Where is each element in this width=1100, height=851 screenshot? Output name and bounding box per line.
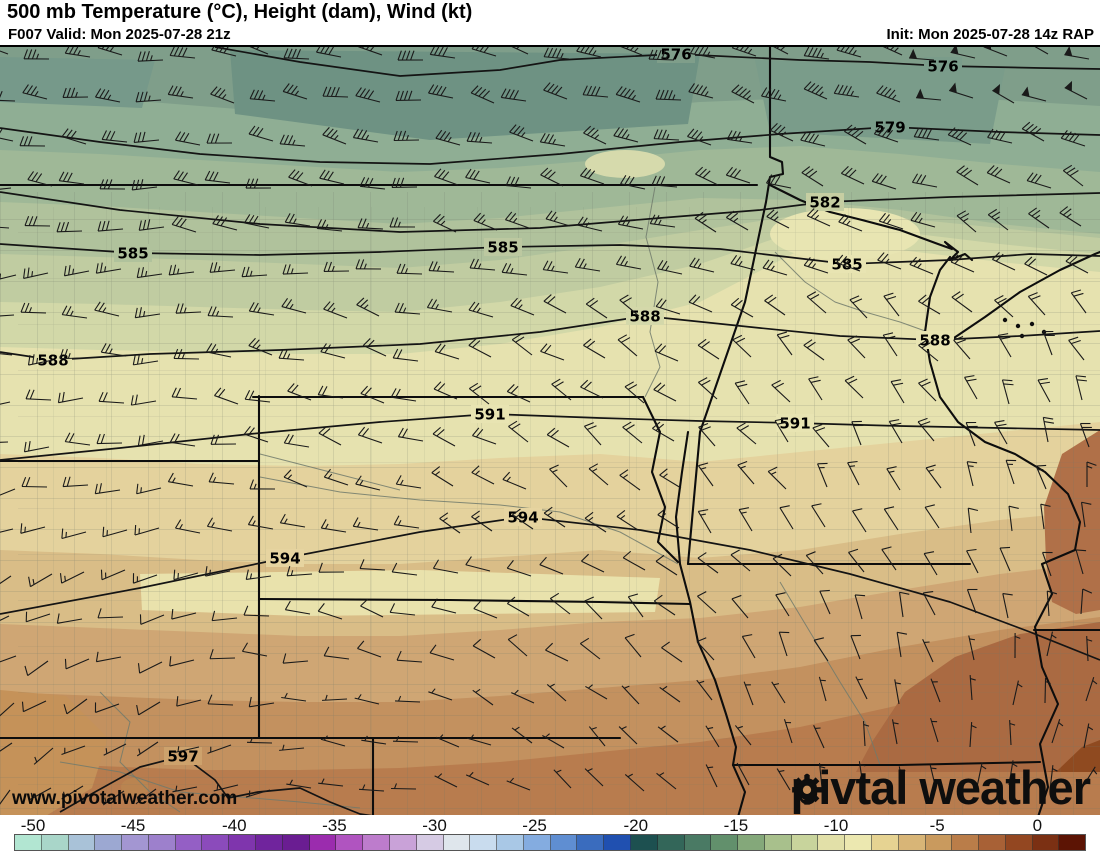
contour-label: 588: [629, 308, 660, 326]
pivotal-weather-logo: piv tal weather: [791, 764, 1090, 811]
colorbar-tick-label: -30: [422, 816, 447, 836]
temp-fill-patch: [0, 57, 155, 108]
colorbar-cells: [14, 834, 1086, 851]
chart-header: 500 mb Temperature (°C), Height (dam), W…: [0, 0, 1100, 45]
colorbar-cell: [283, 835, 310, 850]
temp-fill-patch: [585, 150, 665, 178]
colorbar-cell: [1006, 835, 1033, 850]
colorbar-cell: [122, 835, 149, 850]
lake-island: [1003, 318, 1007, 322]
colorbar-cell: [899, 835, 926, 850]
contour-label: 576: [660, 47, 691, 64]
valid-time-label: F007 Valid: Mon 2025-07-28 21z: [8, 26, 231, 43]
contour-label: 591: [779, 415, 810, 433]
colorbar-cell: [872, 835, 899, 850]
colorbar-cell: [711, 835, 738, 850]
logo-text-right: tal weather: [855, 764, 1090, 811]
colorbar-cell: [42, 835, 69, 850]
colorbar-cell: [926, 835, 953, 850]
gear-icon: [789, 770, 825, 806]
colorbar-cell: [15, 835, 42, 850]
colorbar-cell: [952, 835, 979, 850]
colorbar-cell: [149, 835, 176, 850]
colorbar-cell: [604, 835, 631, 850]
colorbar-cell: [444, 835, 471, 850]
colorbar-tick-label: -15: [724, 816, 749, 836]
colorbar-cell: [229, 835, 256, 850]
colorbar-cell: [336, 835, 363, 850]
colorbar-tick-label: -25: [522, 816, 547, 836]
colorbar-tick-label: -20: [624, 816, 649, 836]
colorbar-cell: [658, 835, 685, 850]
colorbar-cell: [390, 835, 417, 850]
colorbar-tick-label: -35: [322, 816, 347, 836]
colorbar-cell: [1033, 835, 1060, 850]
colorbar-tick-label: -40: [222, 816, 247, 836]
colorbar-cell: [577, 835, 604, 850]
website-watermark: www.pivotalweather.com: [12, 788, 237, 810]
chart-title: 500 mb Temperature (°C), Height (dam), W…: [7, 1, 472, 24]
colorbar-cell: [417, 835, 444, 850]
init-time-label: Init: Mon 2025-07-28 14z RAP: [886, 26, 1094, 43]
colorbar-cell: [685, 835, 712, 850]
lake-island: [1016, 324, 1020, 328]
colorbar-cell: [95, 835, 122, 850]
colorbar-cell: [524, 835, 551, 850]
colorbar-tick-label: -50: [21, 816, 46, 836]
colorbar-cell: [738, 835, 765, 850]
colorbar-cell: [202, 835, 229, 850]
contour-label: 585: [117, 245, 148, 263]
colorbar-cell: [470, 835, 497, 850]
colorbar-cell: [818, 835, 845, 850]
colorbar-tick-label: -10: [824, 816, 849, 836]
colorbar-cell: [765, 835, 792, 850]
contour-label: 594: [269, 550, 300, 568]
colorbar-cell: [256, 835, 283, 850]
colorbar-tick-label: 0: [1033, 816, 1042, 836]
contour-label: 585: [487, 239, 518, 257]
lake-island: [1030, 322, 1034, 326]
colorbar-cell: [792, 835, 819, 850]
colorbar-tick-label: -45: [121, 816, 146, 836]
colorbar-cell: [363, 835, 390, 850]
colorbar-cell: [551, 835, 578, 850]
colorbar-cell: [310, 835, 337, 850]
colorbar-cell: [497, 835, 524, 850]
colorbar-tick-label: -5: [930, 816, 945, 836]
colorbar-cell: [845, 835, 872, 850]
contour-label: 594: [507, 509, 538, 527]
colorbar-cell: [69, 835, 96, 850]
colorbar-cell: [979, 835, 1006, 850]
contour-label: 591: [474, 406, 505, 424]
colorbar-cell: [631, 835, 658, 850]
colorbar-cell: [1059, 835, 1085, 850]
colorbar-cell: [176, 835, 203, 850]
